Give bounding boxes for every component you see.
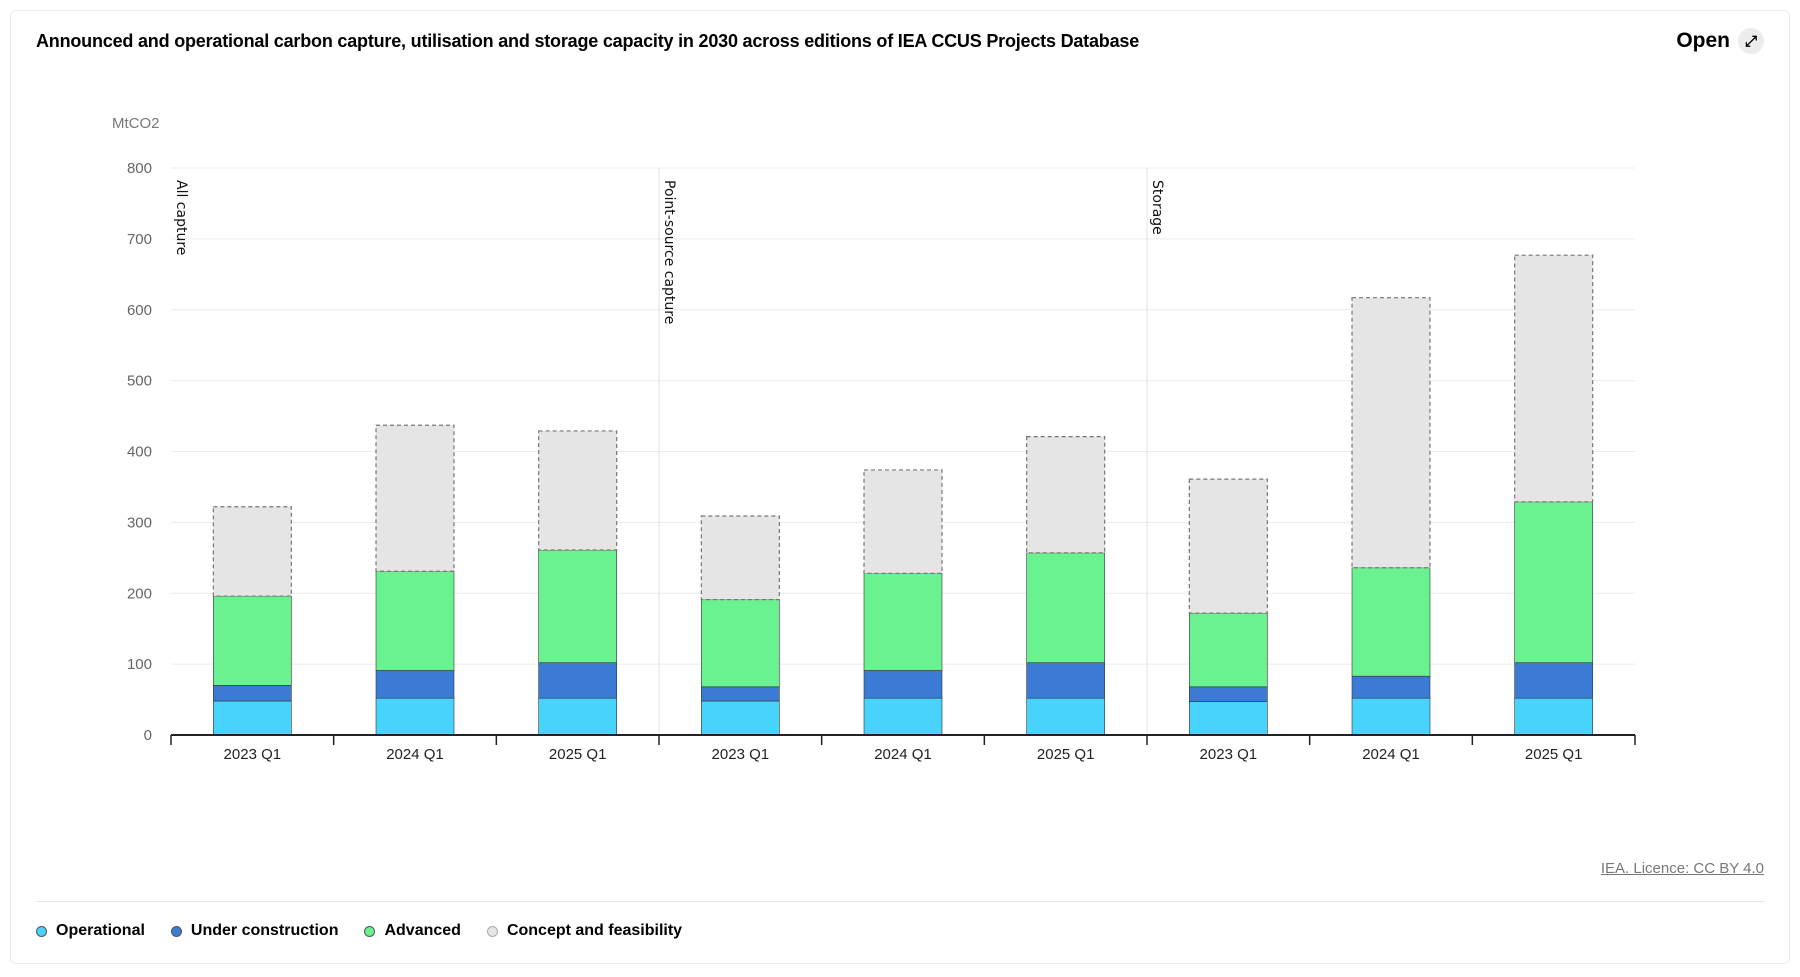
y-tick-label: 200 xyxy=(127,585,152,602)
bar-segment-advanced xyxy=(1514,501,1593,664)
bar-segment-under-construction xyxy=(538,662,617,699)
bar-segment-advanced xyxy=(1351,567,1431,677)
legend: Operational Under construction Advanced Con… xyxy=(36,922,682,940)
open-label: Open xyxy=(1676,29,1730,52)
bar-segment-operational xyxy=(1189,701,1268,736)
group-label: Storage xyxy=(1149,180,1165,235)
legend-label: Concept and feasibility xyxy=(506,922,683,939)
legend-item-advanced[interactable]: Advanced xyxy=(364,922,461,940)
bar-segment-operational xyxy=(1514,697,1593,736)
legend-label: Under construction xyxy=(190,922,339,939)
x-tick-label: 2024 Q1 xyxy=(874,746,932,763)
bar-segment-under-construction xyxy=(1189,686,1268,702)
bar-segment-operational xyxy=(863,697,943,736)
bar-segment-operational xyxy=(213,700,292,736)
y-tick-label: 300 xyxy=(127,514,152,531)
bar-segment-advanced xyxy=(701,599,780,688)
x-tick-label: 2023 Q1 xyxy=(224,746,282,763)
bar-segment-concept-and-feasibility xyxy=(1026,436,1106,554)
bar-segment-concept-and-feasibility xyxy=(1514,254,1594,503)
legend-swatch-icon xyxy=(364,925,376,937)
open-button[interactable]: Open ⤢ xyxy=(1676,28,1764,54)
bar-segment-concept-and-feasibility xyxy=(1188,478,1268,614)
bar-segment-advanced xyxy=(863,573,943,671)
legend-swatch-icon xyxy=(170,925,182,937)
bar-segment-advanced xyxy=(1026,552,1105,664)
legend-label: Advanced xyxy=(384,922,461,939)
y-tick-label: 400 xyxy=(127,444,152,461)
y-tick-label: 600 xyxy=(127,302,152,319)
bar-segment-under-construction xyxy=(1026,662,1105,699)
chart-card xyxy=(10,10,1790,964)
bar-segment-operational xyxy=(701,700,780,736)
bar-segment-concept-and-feasibility xyxy=(375,424,455,572)
bar-segment-under-construction xyxy=(1514,662,1593,699)
bar-segment-concept-and-feasibility xyxy=(538,430,618,551)
x-tick-label: 2023 Q1 xyxy=(1200,746,1258,763)
y-tick-label: 700 xyxy=(127,231,152,248)
bar-segment-operational xyxy=(1026,697,1105,736)
y-tick-label: 0 xyxy=(144,727,152,744)
legend-divider xyxy=(36,901,1765,902)
bar-segment-under-construction xyxy=(1351,675,1431,699)
bar-segment-concept-and-feasibility xyxy=(1351,297,1431,569)
legend-swatch-icon xyxy=(36,925,47,937)
legend-swatch-icon xyxy=(486,925,498,937)
chart-title: Announced and operational carbon capture… xyxy=(36,31,1140,51)
y-tick-label: 500 xyxy=(127,373,152,390)
bar-segment-operational xyxy=(1351,697,1431,736)
bar-segment-concept-and-feasibility xyxy=(212,506,292,597)
bar-segment-operational xyxy=(538,697,617,736)
bar-segment-concept-and-feasibility xyxy=(700,515,780,601)
group-label: Point-source capture xyxy=(661,180,677,324)
x-tick-label: 2025 Q1 xyxy=(549,746,607,763)
bar-segment-advanced xyxy=(538,549,617,664)
bar-segment-concept-and-feasibility xyxy=(863,469,943,575)
expand-arrow-icon: ⤢ xyxy=(1738,28,1764,54)
x-tick-label: 2025 Q1 xyxy=(1037,746,1095,763)
group-label: All capture xyxy=(173,180,189,255)
y-tick-label: 100 xyxy=(127,656,152,673)
legend-item-concept-and-feasibility[interactable]: Concept and feasibility xyxy=(486,922,683,940)
x-tick-label: 2024 Q1 xyxy=(1362,746,1420,763)
bar-segment-under-construction xyxy=(375,670,455,699)
legend-item-under-construction[interactable]: Under construction xyxy=(170,922,339,940)
x-tick-label: 2024 Q1 xyxy=(386,746,444,763)
y-tick-label: 800 xyxy=(127,160,152,177)
x-tick-label: 2025 Q1 xyxy=(1525,746,1583,763)
bar-segment-advanced xyxy=(1189,612,1268,688)
licence-link[interactable]: IEA. Licence: CC BY 4.0 xyxy=(1600,860,1764,877)
bar-segment-advanced xyxy=(213,595,292,686)
bar-segment-operational xyxy=(375,697,455,736)
y-axis-label: MtCO2 xyxy=(112,115,160,132)
legend-item-operational[interactable]: Operational xyxy=(36,922,145,940)
bar-segment-under-construction xyxy=(701,686,780,702)
bar-segment-under-construction xyxy=(863,670,943,699)
x-tick-label: 2023 Q1 xyxy=(712,746,770,763)
bar-segment-under-construction xyxy=(213,685,292,702)
legend-label: Operational xyxy=(56,922,145,939)
bar-segment-advanced xyxy=(375,570,455,671)
